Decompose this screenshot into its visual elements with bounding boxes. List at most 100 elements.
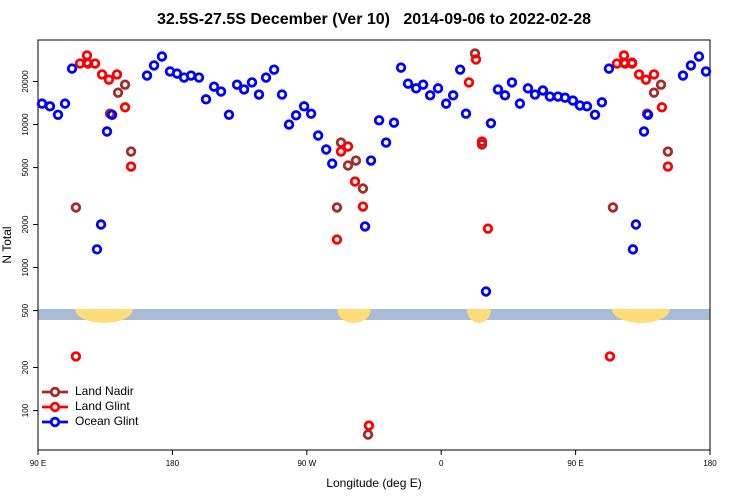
point [596, 97, 608, 108]
point [70, 202, 82, 213]
point [298, 101, 310, 112]
point [350, 155, 362, 166]
point [81, 50, 93, 61]
point [454, 64, 466, 75]
point [559, 92, 571, 103]
point [700, 66, 712, 77]
point [331, 202, 343, 213]
point [215, 86, 227, 97]
x-tick-label: 180 [166, 459, 180, 468]
point [231, 79, 243, 90]
point [648, 87, 660, 98]
point [119, 79, 131, 90]
point [662, 146, 674, 157]
point [200, 94, 212, 105]
point [268, 64, 280, 75]
point [492, 84, 504, 95]
point [283, 119, 295, 130]
point [395, 62, 407, 73]
point [693, 51, 705, 62]
legend-marker [49, 401, 61, 413]
point [342, 141, 354, 152]
point [469, 48, 481, 59]
band-land [467, 309, 491, 323]
point [685, 60, 697, 71]
point [141, 70, 153, 81]
point [290, 110, 302, 121]
point [476, 136, 488, 147]
point [482, 223, 494, 234]
point [91, 244, 103, 255]
point [148, 60, 160, 71]
point [335, 146, 347, 157]
point [96, 69, 108, 80]
point [529, 89, 541, 100]
x-tick-label: 90 E [567, 459, 583, 468]
point [276, 89, 288, 100]
point [363, 420, 375, 431]
point [485, 118, 497, 129]
point [208, 81, 220, 92]
point [499, 90, 511, 101]
point [544, 91, 556, 102]
point [185, 70, 197, 81]
point [581, 101, 593, 112]
point [103, 74, 115, 85]
point [447, 90, 459, 101]
x-tick-label: 90 W [297, 459, 316, 468]
point [66, 63, 78, 74]
point [656, 102, 668, 113]
point [642, 109, 654, 120]
y-tick-label: 200 [21, 360, 30, 374]
y-tick-label: 5000 [21, 158, 30, 176]
chart-title: 32.5S-27.5S December (Ver 10) 2014-09-06… [157, 11, 591, 28]
point [589, 109, 601, 120]
point [633, 69, 645, 80]
y-axis-title: N Total [0, 226, 14, 263]
point [125, 146, 137, 157]
point [440, 98, 452, 109]
point [640, 74, 652, 85]
point [522, 83, 534, 94]
point [260, 72, 272, 83]
point [89, 58, 101, 69]
point [506, 77, 518, 88]
point [52, 109, 64, 120]
point [246, 77, 258, 88]
point [380, 137, 392, 148]
point [326, 158, 338, 169]
point [388, 117, 400, 128]
point [648, 69, 660, 80]
point [331, 234, 343, 245]
band-land [612, 309, 670, 323]
legend-marker [49, 416, 61, 428]
x-tick-label: 0 [439, 459, 444, 468]
point [321, 144, 332, 155]
point [460, 108, 472, 119]
point [618, 50, 630, 61]
point [125, 161, 137, 172]
legend-label: Land Nadir [75, 384, 134, 398]
point [112, 87, 124, 98]
legend-marker [49, 386, 61, 398]
point [95, 219, 107, 230]
x-axis-title: Longitude (deg E) [326, 476, 421, 490]
point [432, 83, 444, 94]
point [101, 126, 113, 137]
point [604, 351, 616, 362]
point [59, 98, 71, 109]
plot-frame [37, 39, 711, 451]
point [611, 58, 623, 69]
y-tick-label: 500 [21, 303, 30, 317]
legend-label: Ocean Glint [75, 414, 139, 428]
x-tick-label: 180 [703, 459, 717, 468]
point [655, 79, 667, 90]
point [362, 429, 374, 440]
point [607, 202, 619, 213]
point [74, 58, 86, 69]
point [470, 54, 482, 65]
y-tick-label: 20000 [21, 70, 30, 93]
band-land [337, 309, 371, 323]
point [365, 155, 377, 166]
